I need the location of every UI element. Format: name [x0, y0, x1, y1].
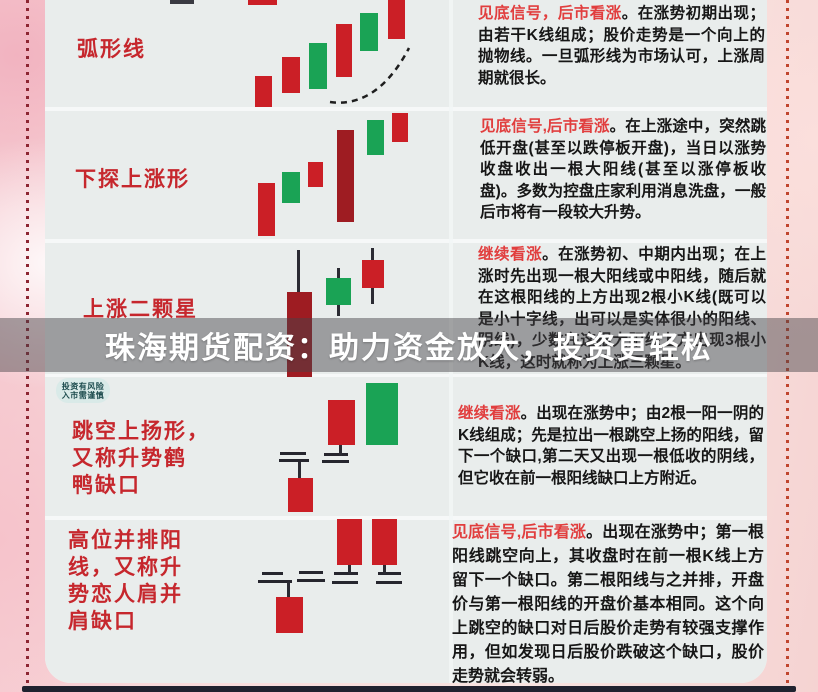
signal-text: 见底信号,后市看涨: [452, 524, 587, 541]
cropped-candle-remnant: [170, 0, 194, 4]
candle-bullish: [337, 519, 362, 565]
candle-bearish: [309, 43, 327, 89]
gap-mark: [262, 572, 283, 575]
body-text: 。出现在涨势中；由2根一阳一阴的K线组成；先是拉出一根跳空上扬的阳线，留下一个缺…: [458, 405, 764, 487]
description-probe-rise: 见底信号,后市看涨。在上涨途中，突然跳低开盘(甚至以跌停板开盘)，当日以涨势收盘…: [480, 116, 766, 224]
body-text: 。在涨势初期出现；由若干K线组成；股价走势是一个向上的抛物线。一旦弧形线为市场认…: [478, 5, 765, 87]
content-panel: [45, 0, 767, 683]
candle-star-bearish: [326, 278, 351, 305]
candle-bullish: [276, 597, 303, 633]
candle-bullish: [388, 0, 405, 39]
risk-badge-line1: 投资有风险: [61, 382, 105, 391]
gap-mark: [299, 571, 323, 574]
signal-text: 继续看涨: [478, 246, 543, 263]
pattern-label-probe-rise: 下探上涨形: [75, 168, 190, 191]
candle-bullish: [255, 76, 272, 107]
column-divider: [449, 0, 453, 683]
gap-mark: [279, 459, 309, 462]
row-card-5: [45, 520, 767, 683]
candle-wick: [287, 582, 290, 599]
pattern-label-two-stars: 上涨二颗星: [83, 298, 198, 321]
watermark-text: 珠海期货配资：助力资金放大，投资更轻松: [105, 332, 713, 365]
candle-bullish-large: [337, 130, 354, 222]
candle-wick: [297, 250, 300, 294]
right-dotted-border: [786, 0, 789, 692]
candle-bullish: [328, 400, 355, 445]
gap-mark: [376, 581, 402, 584]
candle-bullish: [308, 162, 323, 187]
gap-mark: [297, 579, 325, 582]
candle-bullish: [288, 478, 313, 512]
pattern-label-arc-line: 弧形线: [77, 38, 146, 61]
gap-mark: [334, 572, 358, 575]
candle-bullish: [258, 183, 275, 236]
row-card-1: [45, 0, 767, 107]
candle-wick: [348, 564, 351, 574]
description-two-stars: 继续看涨。在涨势初、中期内出现；在上涨时先出现一根大阳线或中阳线，随后就在这根阳…: [478, 244, 766, 373]
description-gap-up: 继续看涨。出现在涨势中；由2根一阳一阴的K线组成；先是拉出一根跳空上扬的阳线，留…: [458, 403, 764, 489]
risk-badge-line2: 入市需谨慎: [61, 391, 105, 400]
description-parallel-yang: 见底信号,后市看涨。出现在涨势中；第一根阳线跳空向上，其收盘时在前一根K线上方留…: [452, 521, 764, 689]
gap-mark: [280, 452, 306, 455]
body-text: 。在涨势初、中期内出现；在上涨时先出现一根大阳线或中阳线，随后就在这根阳线的上方…: [478, 246, 766, 371]
description-arc-line: 见底信号，后市看涨。在涨势初期出现；由若干K线组成；股价走势是一个向上的抛物线。…: [478, 3, 765, 89]
signal-text: 见底信号,后市看涨: [480, 118, 610, 135]
candle-bearish: [282, 172, 300, 203]
cropped-candle-remnant: [248, 0, 277, 5]
watermark-band: 珠海期货配资：助力资金放大，投资更轻松: [0, 318, 818, 372]
gap-mark: [258, 580, 292, 583]
body-text: 。在上涨途中，突然跳低开盘(甚至以跌停板开盘)，当日以涨势收盘收出一根大阳线(甚…: [480, 118, 766, 221]
bottom-bar: [22, 686, 796, 692]
candle-bullish: [336, 24, 352, 77]
left-dotted-border: [26, 0, 29, 692]
gap-mark: [322, 460, 349, 463]
candle-wick: [383, 564, 386, 574]
candle-wick: [298, 462, 301, 479]
candle-bullish-large: [287, 292, 312, 377]
row-card-4: [45, 377, 767, 516]
pattern-label-parallel-yang: 高位并排阳 线，又称升 势恋人肩并 肩缺口: [68, 529, 183, 633]
dashed-arc-curve: [329, 47, 411, 104]
candle-bullish: [392, 113, 408, 142]
gap-mark: [324, 453, 348, 456]
pattern-label-gap-up: 跳空上扬形， 又称升势鹤 鸭缺口: [72, 420, 210, 497]
risk-disclaimer-badge: 投资有风险 入市需谨慎: [56, 378, 110, 403]
candle-bullish: [372, 519, 397, 565]
signal-text: 继续看涨: [458, 405, 521, 422]
candle-wick: [339, 444, 342, 456]
candle-star-bullish: [362, 260, 384, 288]
gap-mark: [332, 581, 358, 584]
body-text: 。出现在涨势中；第一根阳线跳空向上，其收盘时在前一根K线上方留下一个缺口。第二根…: [452, 524, 764, 685]
candle-bearish: [360, 13, 378, 51]
signal-text: 见底信号，后市看涨: [478, 5, 622, 22]
row-card-3: [45, 243, 767, 374]
gap-mark: [378, 572, 401, 575]
candle-bearish: [367, 120, 384, 155]
candle-bearish-large: [366, 383, 398, 445]
candle-bullish: [282, 57, 300, 93]
